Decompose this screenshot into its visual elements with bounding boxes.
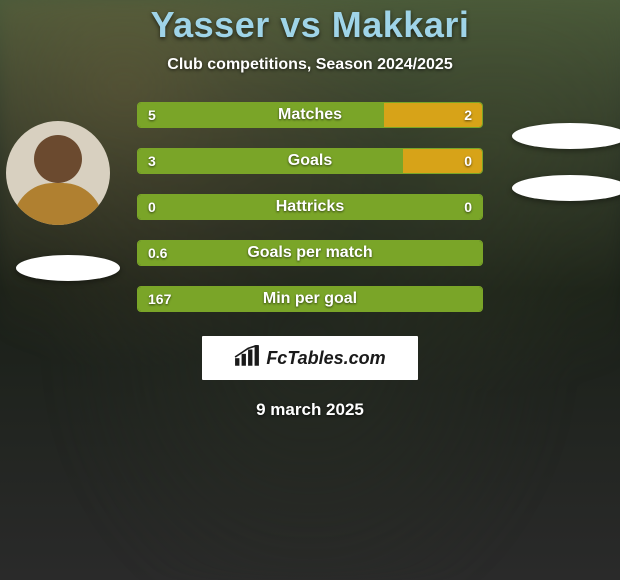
stat-bar: Matches52 — [137, 102, 483, 128]
brand-badge: FcTables.com — [202, 336, 418, 380]
brand-text: FcTables.com — [266, 348, 385, 369]
bar-segment-right — [384, 103, 482, 127]
avatar-torso-shape — [13, 183, 103, 225]
stat-bar: Goals30 — [137, 148, 483, 174]
ellipse-left-shadow — [16, 255, 120, 281]
avatar-left — [6, 121, 110, 225]
content-root: Yasser vs Makkari Club competitions, Sea… — [0, 0, 620, 580]
bar-segment-left — [138, 287, 482, 311]
bar-segment-right — [403, 149, 482, 173]
page-subtitle: Club competitions, Season 2024/2025 — [167, 56, 452, 74]
stat-bar: Min per goal167 — [137, 286, 483, 312]
stat-bar: Goals per match0.6 — [137, 240, 483, 266]
bar-segment-left — [138, 149, 403, 173]
bar-segment-left — [138, 241, 482, 265]
stat-bar: Hattricks00 — [137, 194, 483, 220]
stat-bars-container: Matches52 Goals30 Hattricks00 Goals per mat… — [137, 102, 483, 312]
page-title: Yasser vs Makkari — [151, 4, 470, 46]
bar-chart-icon — [234, 345, 260, 372]
bar-segment-left — [138, 103, 384, 127]
bar-segment-left — [138, 195, 482, 219]
ellipse-right-2 — [512, 175, 620, 201]
comparison-stage: Matches52 Goals30 Hattricks00 Goals per mat… — [0, 102, 620, 312]
footer-date: 9 march 2025 — [256, 400, 364, 420]
ellipse-right-1 — [512, 123, 620, 149]
avatar-head-shape — [34, 135, 82, 183]
